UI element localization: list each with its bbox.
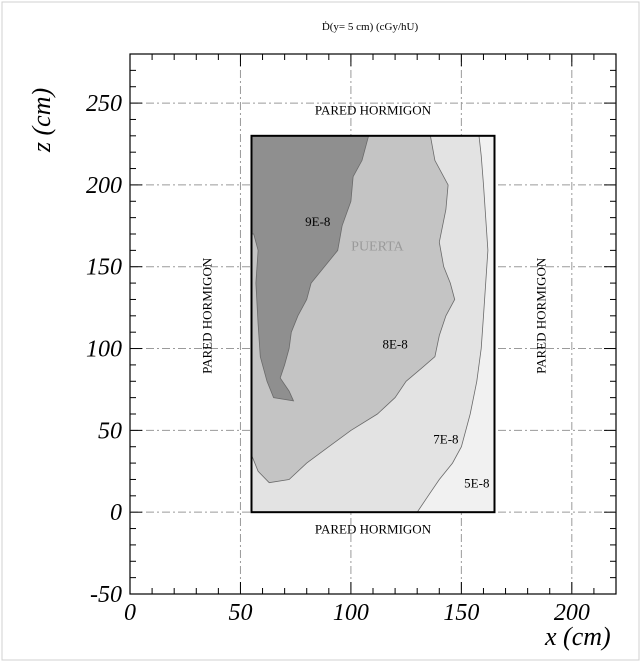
y-tick-label: 0 — [110, 500, 122, 526]
y-tick-label: 150 — [86, 255, 122, 281]
y-tick-label: -50 — [90, 582, 122, 608]
x-tick-label: 100 — [333, 600, 369, 626]
x-tick-label: 50 — [228, 600, 252, 626]
plot-area: PARED HORMIGON PARED HORMIGON PARED HORMIG… — [129, 53, 617, 595]
contour-label: 7E-8 — [433, 431, 458, 446]
y-tick-label: 50 — [98, 418, 122, 444]
contour-label: 9E-8 — [305, 214, 330, 229]
contour-label: 5E-8 — [464, 476, 489, 491]
minor-ticks — [129, 53, 617, 595]
door-label: PUERTA — [351, 239, 404, 254]
wall-label: PARED HORMIGON — [533, 257, 548, 374]
contour-label: 8E-8 — [382, 337, 407, 352]
wall-label: PARED HORMIGON — [200, 257, 215, 374]
x-tick-label: 200 — [554, 600, 590, 626]
y-axis-title: z (cm) — [27, 88, 56, 153]
x-tick-label: 0 — [124, 600, 136, 626]
annotation-labels: PARED HORMIGON PARED HORMIGON PARED HORMIG… — [200, 103, 549, 537]
x-tick-label: 150 — [443, 600, 479, 626]
door-region-outline — [250, 134, 496, 514]
y-tick-label: 100 — [86, 337, 122, 363]
wall-label: PARED HORMIGON — [315, 103, 432, 118]
y-tick-label: 200 — [86, 173, 122, 199]
x-axis-title: x (cm) — [544, 622, 611, 651]
y-tick-label: 250 — [86, 91, 122, 117]
wall-label: PARED HORMIGON — [315, 521, 432, 536]
contour-fills — [251, 135, 495, 513]
chart-title: Ḋ(y= 5 cm) (cGy/hU) — [322, 21, 419, 33]
contour-band-9E-8 — [251, 135, 370, 402]
